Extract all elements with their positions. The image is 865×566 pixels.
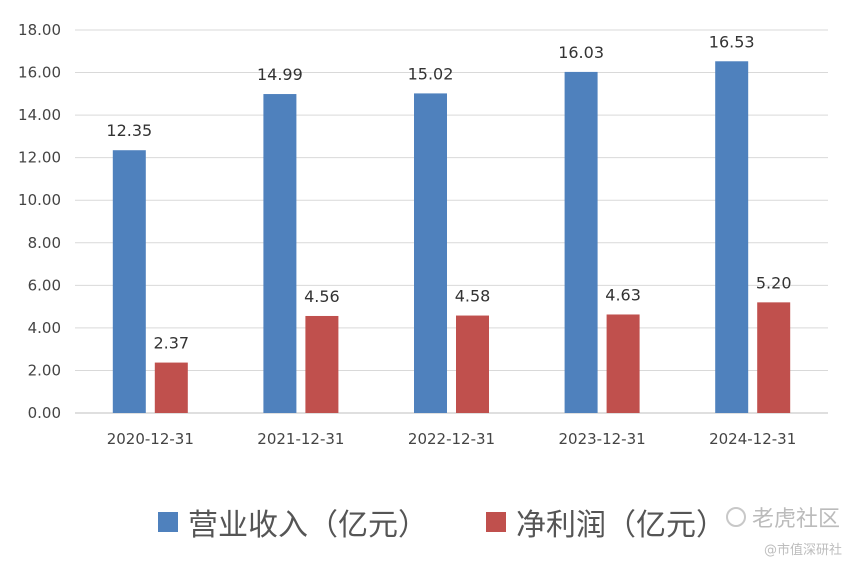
y-tick-label: 0.00 <box>28 404 61 422</box>
legend-item-net-profit: 净利润（亿元） <box>486 500 726 544</box>
legend: 营业收入（亿元） 净利润（亿元） <box>158 500 784 544</box>
bar-chart: 0.00 2.00 4.00 6.00 8.00 10.00 12.00 14.00 16.00… <box>18 21 828 448</box>
data-label-revenue: 16.03 <box>558 43 604 62</box>
watermark-main: 老虎社区 <box>726 501 842 533</box>
y-tick-label: 12.00 <box>18 149 61 167</box>
y-tick-label: 6.00 <box>28 276 61 294</box>
watermark: 老虎社区 @市值深研社 <box>726 501 842 558</box>
bar-revenue <box>564 71 598 413</box>
data-label-revenue: 16.53 <box>709 32 755 51</box>
bar-revenue <box>112 150 146 413</box>
data-label-net-profit: 4.63 <box>605 285 641 304</box>
y-tick-label: 18.00 <box>18 21 61 39</box>
bar-revenue <box>414 93 447 413</box>
bar-net-profit <box>757 302 791 413</box>
y-tick-label: 4.00 <box>28 319 61 337</box>
data-label-revenue: 14.99 <box>257 65 303 84</box>
data-label-revenue: 15.02 <box>408 64 454 83</box>
tiger-logo-icon <box>726 507 746 527</box>
y-axis-tick-labels: 0.00 2.00 4.00 6.00 8.00 10.00 12.00 14.00 16.00… <box>18 21 61 422</box>
watermark-main-text: 老虎社区 <box>752 507 841 532</box>
bar-revenue <box>715 61 749 414</box>
legend-swatch-revenue <box>158 512 178 532</box>
legend-label-net-profit: 净利润（亿元） <box>516 508 726 543</box>
legend-label-revenue: 营业收入（亿元） <box>188 508 428 543</box>
watermark-sub-text: @市值深研社 <box>764 543 843 558</box>
data-labels: 12.35 2.37 14.99 4.56 15.02 4.58 16.03 4.63 16.5… <box>106 32 791 352</box>
legend-item-revenue: 营业收入（亿元） <box>158 500 428 544</box>
x-tick-label: 2020-12-31 <box>107 430 194 448</box>
y-tick-label: 2.00 <box>28 361 61 379</box>
data-label-net-profit: 5.20 <box>756 273 792 292</box>
bar-net-profit <box>456 315 489 413</box>
x-tick-label: 2023-12-31 <box>559 430 646 448</box>
data-label-net-profit: 2.37 <box>153 334 189 353</box>
bar-net-profit <box>606 314 640 413</box>
bar-net-profit <box>154 362 188 413</box>
bar-revenue <box>263 94 297 413</box>
data-label-net-profit: 4.58 <box>455 287 491 306</box>
data-label-net-profit: 4.56 <box>304 287 340 306</box>
y-tick-label: 10.00 <box>18 191 61 209</box>
legend-swatch-net-profit <box>486 512 506 532</box>
x-tick-label: 2022-12-31 <box>408 430 495 448</box>
gridlines <box>75 29 828 414</box>
x-axis-tick-labels: 2020-12-31 2021-12-31 2022-12-31 2023-12-31… <box>107 430 797 448</box>
bar-net-profit <box>305 315 339 413</box>
x-tick-label: 2021-12-31 <box>257 430 344 448</box>
x-tick-label: 2024-12-31 <box>709 430 796 448</box>
data-label-revenue: 12.35 <box>106 121 152 140</box>
y-tick-label: 14.00 <box>18 106 61 124</box>
y-tick-label: 16.00 <box>18 64 61 82</box>
y-tick-label: 8.00 <box>28 234 61 252</box>
bars <box>112 61 791 414</box>
